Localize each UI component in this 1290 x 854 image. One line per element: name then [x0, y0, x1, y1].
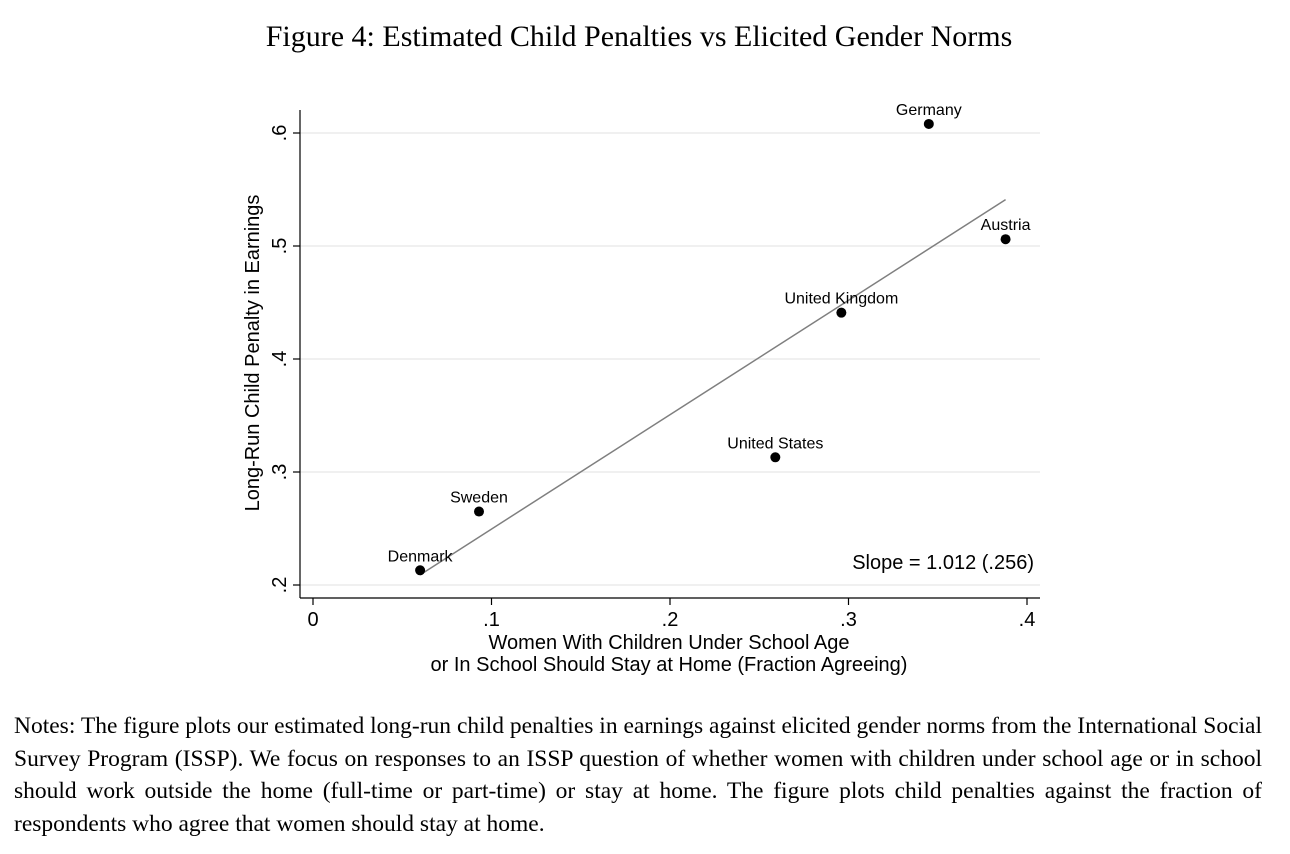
data-point [836, 307, 847, 318]
x-axis-label-line-2: or In School Should Stay at Home (Fracti… [431, 654, 908, 676]
y-axis-ticks: .2 .3 .4 .5 .6 [269, 125, 300, 594]
data-point [415, 565, 426, 576]
axes [299, 110, 1040, 599]
x-tick-label: .2 [662, 609, 679, 631]
data-point [770, 452, 781, 463]
x-tick-label: .3 [840, 609, 857, 631]
slope-annotation: Slope = 1.012 (.256) [852, 552, 1034, 574]
data-point [1000, 234, 1011, 245]
y-tick-label: .5 [269, 238, 291, 255]
point-label: Denmark [388, 548, 454, 565]
x-axis-label-line-1: Women With Children Under School Age [489, 632, 850, 654]
point-label: Austria [981, 217, 1031, 234]
point-label: Sweden [450, 490, 508, 507]
x-tick-label: .1 [483, 609, 500, 631]
fit-line [419, 199, 1006, 576]
y-tick-label: .6 [269, 125, 291, 142]
point-label: United States [727, 435, 823, 452]
y-tick-label: .3 [269, 464, 291, 481]
x-tick-label: 0 [307, 609, 318, 631]
data-points: Denmark Sweden United States United Kingdom… [388, 102, 1031, 576]
figure-title: Figure 4: Estimated Child Penalties vs E… [265, 20, 1013, 53]
x-axis-ticks: 0 .1 .2 .3 .4 [307, 598, 1035, 631]
grid-lines [300, 132, 1040, 586]
y-tick-label: .2 [269, 577, 291, 594]
data-point [923, 118, 934, 129]
point-label: United Kingdom [784, 291, 898, 308]
figure-notes: Notes: The figure plots our estimated lo… [14, 713, 1262, 837]
x-tick-label: .4 [1019, 609, 1036, 631]
y-tick-label: .4 [269, 351, 291, 368]
point-label: Germany [896, 102, 962, 119]
scatter-chart: 0 .1 .2 .3 .4 .2 .3 .4 .5 .6 Denmark Sweden United… [242, 102, 1040, 676]
data-point [474, 506, 485, 517]
y-axis-label: Long-Run Child Penalty in Earnings [242, 195, 264, 512]
